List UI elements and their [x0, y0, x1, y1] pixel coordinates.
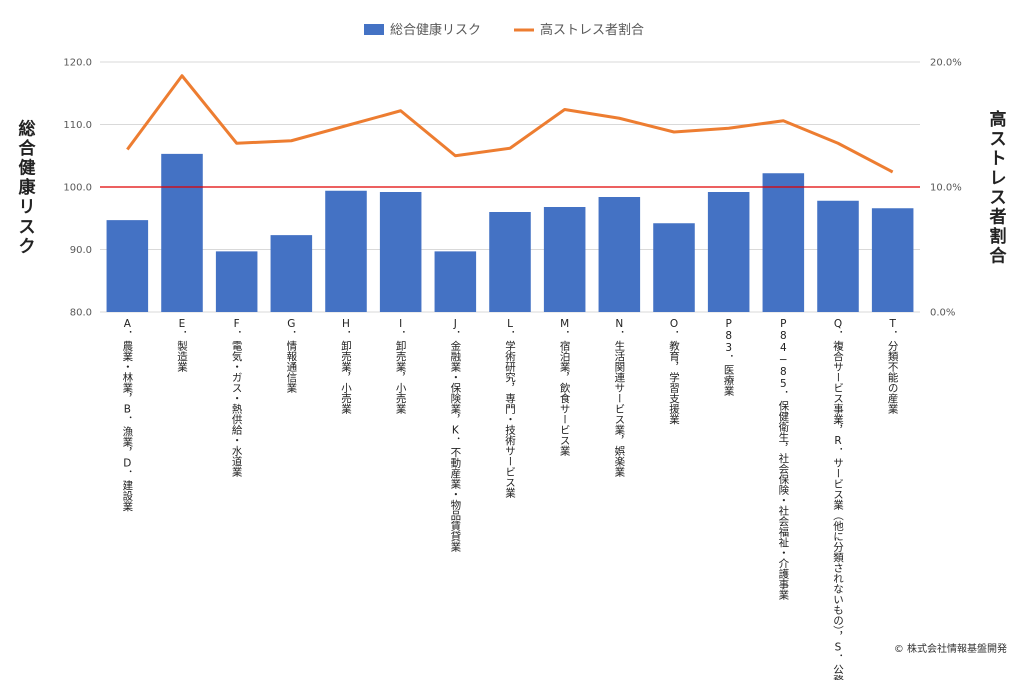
- legend: 総合健康リスク 高ストレス者割合: [364, 22, 644, 38]
- line-path: [126, 74, 894, 174]
- copyright-credit: © 株式会社情報基盤開発: [894, 642, 1007, 655]
- bar: [762, 173, 805, 312]
- category-label: I．卸売業，小売業: [395, 318, 407, 415]
- bar: [106, 220, 149, 312]
- bar: [379, 192, 422, 312]
- bar: [325, 190, 367, 312]
- category-label: P84−85．保健衛生，社会保険・社会福祉・介護事業: [777, 318, 789, 601]
- y-axis-right-ticks: 0.0% 10.0% 20.0%: [930, 58, 962, 319]
- bar: [270, 235, 313, 312]
- bar: [215, 251, 258, 312]
- category-label: G．情報通信業: [285, 318, 297, 394]
- category-label: M．宿泊業，飲食サービス業: [559, 318, 571, 457]
- category-label: P83．医療業: [723, 318, 735, 397]
- category-label: O．教育，学習支援業: [668, 318, 680, 425]
- bar: [817, 200, 859, 312]
- category-label: H．卸売業，小売業: [340, 318, 352, 415]
- y-tick-label-left: 120.0: [63, 58, 92, 69]
- bar: [434, 251, 477, 312]
- line-series: [126, 74, 894, 174]
- category-label: Q．複合サービス事業，R．サービス業（他に分類されないもの），S．公務: [832, 318, 844, 680]
- legend-bar-swatch: [364, 24, 384, 35]
- bar: [598, 197, 641, 312]
- y-axis-left-ticks: 80.0 90.0 100.0 110.0 120.0: [63, 58, 92, 319]
- y-axis-right-title: 高ストレス者割合: [989, 109, 1008, 267]
- bar: [489, 212, 531, 312]
- category-label: J．金融業・保険業，K．不動産業・物品賃貸業: [449, 318, 461, 553]
- category-label: F．電気・ガス・熱供給・水道業: [231, 318, 243, 478]
- category-labels: A．農業・林業，B．漁業，D．建設業 E．製造業 F．電気・ガス・熱供給・水道業 G．…: [121, 318, 898, 680]
- bar: [653, 223, 695, 312]
- category-label: L．学術研究，専門・技術サービス業: [504, 318, 516, 499]
- legend-bar-label: 総合健康リスク: [390, 22, 481, 38]
- bar: [161, 153, 203, 312]
- bar: [871, 208, 914, 312]
- y-tick-label-left: 100.0: [63, 183, 92, 194]
- y-tick-label-left: 80.0: [70, 308, 92, 319]
- bar: [707, 192, 750, 312]
- y-tick-label-right: 20.0%: [930, 58, 962, 69]
- category-label: E．製造業: [176, 318, 188, 373]
- y-tick-label-left: 90.0: [70, 245, 92, 256]
- category-label: T．分類不能の産業: [887, 318, 899, 415]
- bar-series: [106, 153, 914, 312]
- category-label: N．生活関連サービス業，娯楽業: [613, 318, 625, 478]
- y-tick-label-left: 110.0: [63, 120, 92, 131]
- y-tick-label-right: 0.0%: [930, 308, 955, 319]
- y-tick-label-right: 10.0%: [930, 183, 962, 194]
- bar: [543, 207, 586, 312]
- y-axis-left-title: 総合健康リスク: [19, 119, 37, 257]
- legend-line-label: 高ストレス者割合: [540, 22, 644, 38]
- category-label: A．農業・林業，B．漁業，D．建設業: [121, 318, 133, 512]
